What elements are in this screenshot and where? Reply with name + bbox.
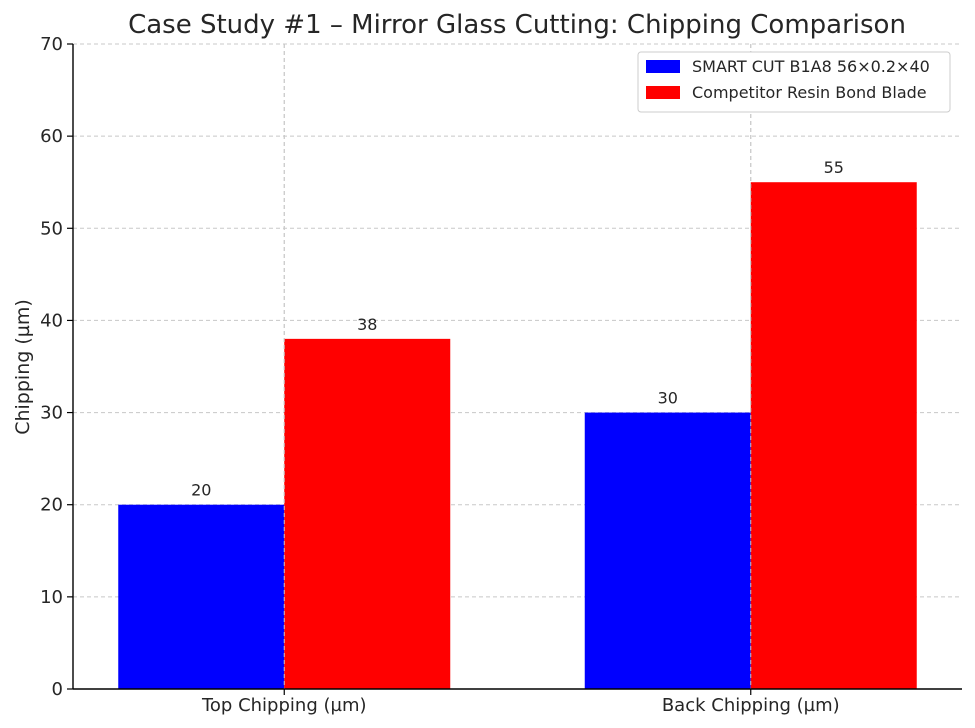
chart-title: Case Study #1 – Mirror Glass Cutting: Ch… [128, 10, 906, 40]
y-tick-label: 10 [40, 587, 63, 608]
y-axis-label: Chipping (µm) [12, 299, 34, 435]
legend-items: SMART CUT B1A8 56×0.2×40 Competitor Resin… [646, 57, 930, 102]
bar-series-2-2 [750, 182, 917, 689]
x-tick-label: Back Chipping (µm) [662, 695, 840, 716]
bar-value-label: 38 [357, 315, 377, 334]
legend: SMART CUT B1A8 56×0.2×40 Competitor Resin… [637, 51, 951, 113]
legend-label: Competitor Resin Bond Blade [692, 83, 927, 102]
y-tick-label: 0 [52, 679, 63, 700]
bar-value-label: 55 [824, 158, 844, 177]
y-tick-label: 40 [40, 310, 63, 331]
bar-series-1-2 [584, 412, 751, 689]
y-tick-label: 20 [40, 495, 63, 516]
legend-swatch [646, 60, 680, 73]
y-tick-label: 60 [40, 126, 63, 147]
data-labels: 20 30 38 55 [191, 44, 844, 689]
bar-series-1-1 [118, 504, 285, 689]
bar-value-label: 20 [191, 481, 211, 500]
x-tick-label: Top Chipping (µm) [201, 695, 367, 716]
y-tick-label: 50 [40, 218, 63, 239]
bar-series-2-1 [284, 338, 451, 689]
bar-value-label: 30 [658, 389, 678, 408]
legend-swatch [646, 86, 680, 99]
y-tick-label: 30 [40, 403, 63, 424]
legend-label: SMART CUT B1A8 56×0.2×40 [692, 57, 930, 76]
legend-frame [637, 51, 951, 113]
y-tick-label: 70 [40, 34, 63, 55]
bars [118, 182, 917, 689]
axes: 0 10 20 30 40 50 60 70 Top Chipping (µm) Back Chi… [40, 34, 962, 716]
